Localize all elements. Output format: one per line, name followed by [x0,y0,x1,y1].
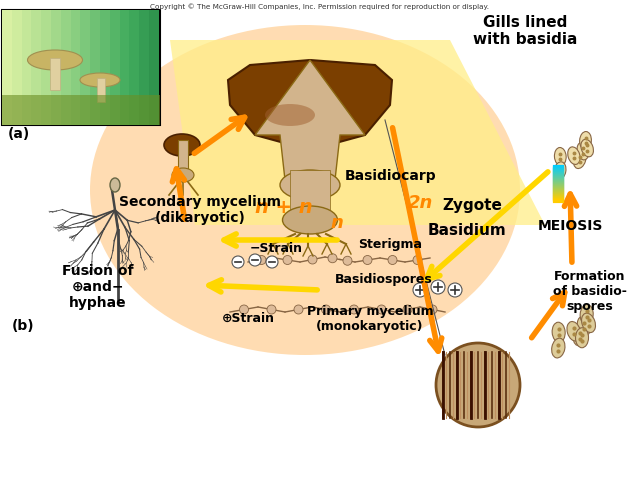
Polygon shape [255,60,365,180]
Bar [81,10,90,125]
Bar [290,170,330,220]
Ellipse shape [552,338,565,358]
Bar [2,95,160,125]
Ellipse shape [577,142,589,160]
Circle shape [267,305,276,314]
Text: Formation
of basidio-
spores: Formation of basidio- spores [553,270,627,313]
Text: n: n [330,214,343,232]
Circle shape [283,255,292,264]
Ellipse shape [280,170,340,200]
Bar [110,10,120,125]
Text: Basidium: Basidium [428,223,507,238]
Circle shape [343,256,352,265]
Ellipse shape [573,151,586,168]
Ellipse shape [554,147,566,166]
Circle shape [448,283,462,297]
Ellipse shape [552,322,565,342]
Circle shape [294,305,303,314]
Text: MEIOSIS: MEIOSIS [538,219,603,233]
Bar [97,78,105,102]
Bar [140,10,149,125]
Ellipse shape [580,304,593,324]
Circle shape [436,343,520,427]
Bar [178,140,188,175]
Ellipse shape [265,104,315,126]
Ellipse shape [172,168,194,182]
Text: Basidiospores: Basidiospores [335,273,433,286]
Bar [149,10,159,125]
Text: −Strain: −Strain [250,242,303,255]
Bar [61,10,70,125]
Ellipse shape [568,147,580,165]
Text: n + n: n + n [255,198,312,217]
Ellipse shape [80,73,120,87]
Circle shape [249,254,261,266]
Text: ⊕Strain: ⊕Strain [222,312,275,325]
Ellipse shape [28,50,83,70]
Bar [51,10,61,125]
Ellipse shape [573,326,587,346]
FancyBboxPatch shape [2,10,160,125]
Ellipse shape [582,313,595,333]
Circle shape [431,280,445,294]
Bar [90,10,100,125]
Ellipse shape [90,25,520,355]
Bar [22,10,31,125]
Circle shape [428,305,437,314]
Circle shape [257,255,266,264]
Ellipse shape [581,139,593,157]
Text: Gills lined
with basidia: Gills lined with basidia [473,15,577,48]
Ellipse shape [164,134,200,156]
Circle shape [403,305,412,314]
Ellipse shape [577,316,591,336]
Bar [50,58,60,90]
Bar [31,10,41,125]
Ellipse shape [575,328,589,348]
Ellipse shape [554,162,566,180]
Circle shape [232,256,244,268]
Text: (a): (a) [8,127,30,141]
Circle shape [349,305,358,314]
Text: Secondary mycelium
(dikaryotic): Secondary mycelium (dikaryotic) [119,195,281,225]
Circle shape [388,255,397,264]
Bar [129,10,140,125]
Text: Primary mycelium
(monokaryotic): Primary mycelium (monokaryotic) [307,305,433,333]
Bar [120,10,129,125]
Circle shape [321,305,330,314]
Bar [100,10,110,125]
Circle shape [413,255,422,264]
Text: Copyright © The McGraw-Hill Companies, Inc. Permission required for reproduction: Copyright © The McGraw-Hill Companies, I… [150,3,490,10]
Circle shape [308,255,317,264]
Bar [12,10,22,125]
Bar [41,10,51,125]
Ellipse shape [567,322,580,341]
Text: 2n: 2n [408,194,433,212]
Text: Fusion of
⊕and−
hyphae: Fusion of ⊕and− hyphae [62,264,134,310]
Polygon shape [170,40,545,225]
Circle shape [239,305,248,314]
Bar [70,10,81,125]
Ellipse shape [110,178,120,192]
Text: (b): (b) [12,319,35,333]
Bar [2,10,12,125]
Circle shape [328,254,337,263]
Text: Zygote: Zygote [442,198,502,213]
Circle shape [266,256,278,268]
Circle shape [377,305,386,314]
Text: Basidiocarp: Basidiocarp [345,169,436,183]
Circle shape [363,255,372,264]
Polygon shape [228,60,392,150]
Ellipse shape [580,132,591,149]
Circle shape [413,283,427,297]
Ellipse shape [282,206,337,234]
Text: Sterigma: Sterigma [358,238,422,251]
